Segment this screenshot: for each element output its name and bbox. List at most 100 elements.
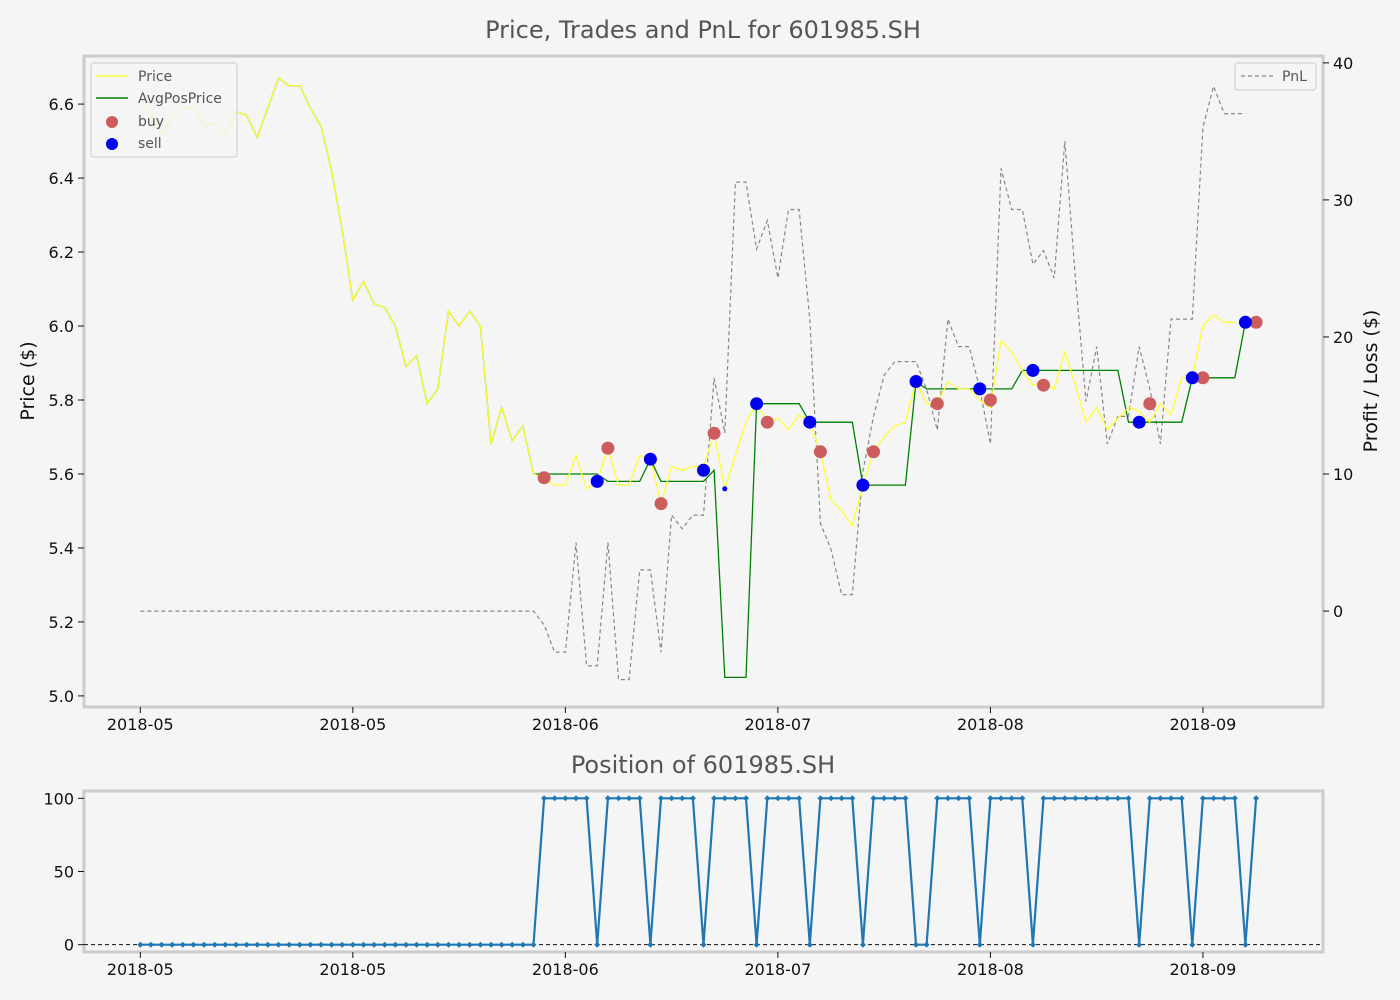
position-point-28 bbox=[434, 941, 441, 948]
buy-marker-2 bbox=[654, 497, 668, 511]
main-title: Price, Trades and PnL for 601985.SH bbox=[485, 16, 921, 44]
position-point-97 bbox=[1168, 795, 1174, 802]
position-y-tick-label-2: 100 bbox=[43, 789, 74, 808]
sell-marker-8 bbox=[973, 382, 987, 396]
price-line bbox=[139, 77, 1235, 528]
position-x-axis: 2018-05 2018-05 2018-06 2018-07 2018-08 2018-… bbox=[107, 952, 1236, 979]
position-point-103 bbox=[1231, 795, 1238, 802]
position-point-94 bbox=[1136, 941, 1143, 948]
position-marks bbox=[84, 795, 1323, 948]
position-point-62 bbox=[796, 795, 803, 802]
position-point-18 bbox=[328, 941, 335, 948]
position-point-84 bbox=[1029, 941, 1036, 948]
position-point-5 bbox=[190, 941, 197, 948]
position-point-6 bbox=[201, 941, 208, 948]
legend-price-label: Price bbox=[138, 69, 172, 85]
main-x-tick-label-4: 2018-08 bbox=[957, 715, 1024, 734]
position-point-88 bbox=[1072, 795, 1079, 802]
position-point-27 bbox=[424, 941, 431, 948]
buy-marker-3 bbox=[707, 426, 721, 440]
position-point-1 bbox=[147, 941, 154, 948]
pnl-line bbox=[140, 84, 1246, 681]
main-x-tick-label-1: 2018-05 bbox=[319, 715, 386, 734]
position-point-83 bbox=[1019, 795, 1026, 802]
buy-marker-5 bbox=[813, 445, 827, 459]
position-point-19 bbox=[339, 941, 346, 948]
position-point-69 bbox=[870, 795, 877, 802]
position-point-77 bbox=[955, 795, 962, 802]
price-tick-label-6: 6.2 bbox=[49, 243, 74, 262]
price-tick-label-5: 6.0 bbox=[49, 317, 74, 336]
position-point-34 bbox=[498, 941, 505, 948]
legend-avgpos-label: AvgPosPrice bbox=[138, 91, 222, 107]
legend-right-box bbox=[1234, 62, 1317, 91]
position-point-92 bbox=[1114, 795, 1121, 802]
position-point-52 bbox=[689, 795, 696, 802]
position-point-7 bbox=[211, 941, 218, 948]
buy-marker-12 bbox=[1249, 315, 1263, 329]
position-point-71 bbox=[891, 795, 898, 802]
position-point-100 bbox=[1199, 795, 1206, 802]
position-point-9 bbox=[233, 941, 239, 948]
position-point-60 bbox=[774, 795, 781, 802]
sell-marker-12 bbox=[1238, 315, 1252, 329]
position-point-43 bbox=[594, 941, 601, 948]
pnl-tick-label-2: 20 bbox=[1333, 328, 1353, 347]
position-point-20 bbox=[349, 941, 356, 948]
position-point-65 bbox=[828, 795, 834, 802]
main-marks bbox=[139, 77, 1263, 681]
legend-sell-label: sell bbox=[138, 136, 162, 152]
position-point-40 bbox=[562, 795, 569, 802]
position-y-axis: 0 50 100 bbox=[43, 789, 84, 955]
position-point-74 bbox=[923, 941, 930, 948]
position-point-41 bbox=[573, 795, 579, 802]
position-y-tick-label-1: 50 bbox=[54, 863, 74, 882]
position-point-53 bbox=[700, 941, 707, 948]
position-point-44 bbox=[604, 795, 611, 802]
position-point-31 bbox=[466, 941, 473, 948]
legend-buy-label: buy bbox=[138, 114, 164, 130]
position-point-35 bbox=[509, 941, 516, 948]
sell-marker-3 bbox=[722, 486, 728, 492]
position-point-80 bbox=[987, 795, 994, 802]
position-point-91 bbox=[1104, 795, 1111, 802]
price-tick-label-3: 5.6 bbox=[49, 465, 74, 484]
position-point-3 bbox=[169, 941, 176, 948]
buy-marker-10 bbox=[1143, 397, 1157, 411]
legend-left-box bbox=[90, 62, 238, 158]
position-y-tick-label-0: 0 bbox=[64, 936, 74, 955]
buy-marker-8 bbox=[983, 393, 997, 407]
position-point-59 bbox=[764, 795, 771, 802]
position-point-22 bbox=[371, 941, 378, 948]
buy-marker-4 bbox=[760, 415, 774, 429]
position-point-4 bbox=[179, 941, 186, 948]
sell-marker-10 bbox=[1132, 415, 1146, 429]
sell-marker-11 bbox=[1185, 371, 1199, 385]
position-point-55 bbox=[721, 795, 728, 802]
position-point-10 bbox=[243, 941, 250, 948]
position-point-24 bbox=[392, 941, 399, 948]
position-point-104 bbox=[1242, 941, 1249, 948]
position-point-101 bbox=[1210, 795, 1217, 802]
position-point-12 bbox=[264, 941, 271, 948]
pnl-tick-label-4: 40 bbox=[1333, 54, 1353, 73]
position-point-64 bbox=[817, 795, 824, 802]
position-point-95 bbox=[1146, 795, 1153, 802]
sell-marker-5 bbox=[803, 415, 817, 429]
position-point-13 bbox=[275, 941, 282, 948]
sell-marker-1 bbox=[643, 452, 657, 466]
position-x-tick-label-4: 2018-08 bbox=[957, 960, 1024, 979]
position-x-tick-label-1: 2018-05 bbox=[319, 960, 386, 979]
buy-marker-9 bbox=[1037, 378, 1050, 392]
position-line bbox=[140, 797, 1258, 946]
position-point-61 bbox=[785, 795, 792, 802]
buy-marker-11 bbox=[1196, 371, 1210, 385]
position-point-96 bbox=[1157, 795, 1164, 802]
main-x-axis: 2018-05 2018-05 2018-06 2018-07 2018-08 2018-… bbox=[107, 707, 1236, 734]
buy-marker-7 bbox=[930, 397, 944, 411]
position-point-42 bbox=[583, 795, 590, 802]
position-point-49 bbox=[658, 795, 664, 802]
position-point-82 bbox=[1008, 795, 1015, 802]
price-tick-label-2: 5.4 bbox=[49, 539, 74, 558]
